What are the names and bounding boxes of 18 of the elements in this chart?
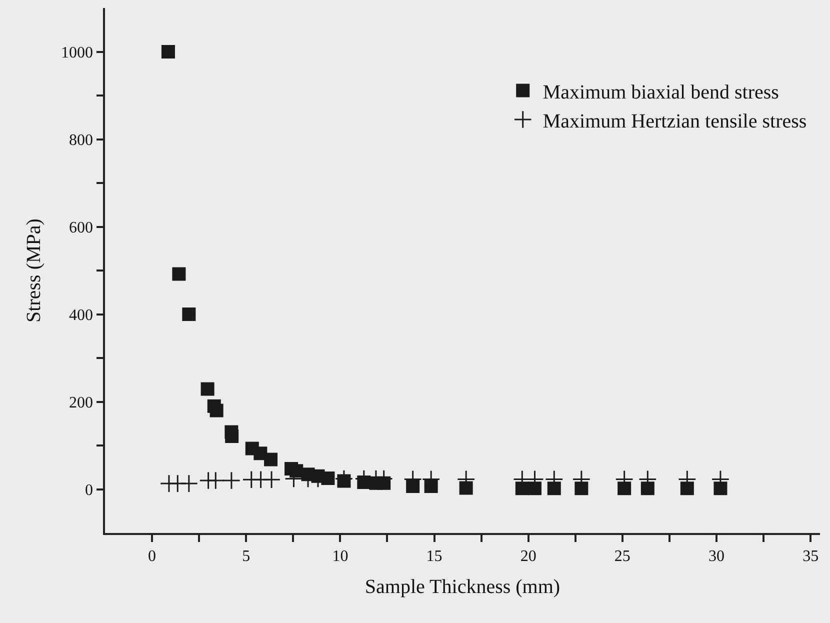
x-tick-label: 35 [802,548,819,565]
x-tick-label: 20 [520,548,536,565]
x-tick-label: 5 [242,548,250,565]
y-tick-label: 1000 [61,44,94,62]
x-axis-title: Sample Thickness (mm) [364,576,560,598]
legend-label: Maximum Hertzian tensile stress [542,110,807,132]
x-tick-label: 15 [426,548,442,565]
y-tick-label: 200 [69,394,94,412]
y-tick-label: 0 [85,482,94,499]
x-tick-label: 25 [614,548,630,565]
y-tick-label: 800 [69,132,94,149]
legend-label: Maximum biaxial bend stress [542,81,780,104]
y-axis-title: Stress (MPa) [23,218,46,322]
x-tick-label: 10 [332,548,348,565]
x-tick-label: 30 [708,548,725,565]
x-tick-label: 0 [148,548,156,565]
y-tick-label: 400 [69,306,94,324]
y-tick-label: 600 [69,219,94,236]
